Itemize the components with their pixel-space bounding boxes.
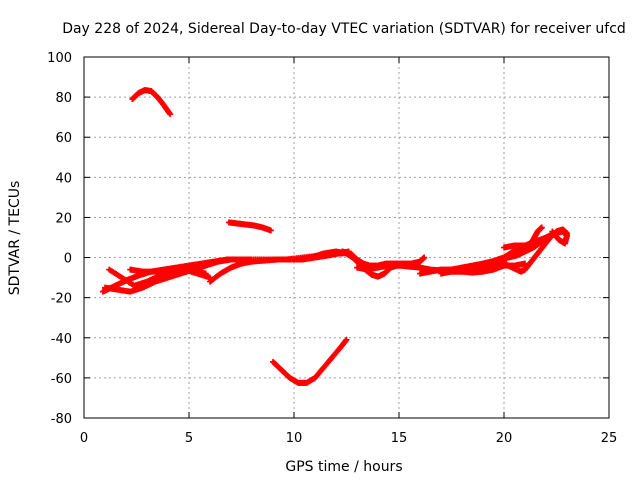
y-tick-label: 60 [55,131,72,146]
x-axis-label: GPS time / hours [285,459,402,475]
y-tick-label: 100 [47,51,72,66]
series-band-m [438,260,528,277]
data-point [421,254,428,261]
data-point [343,336,350,343]
series-band-d [127,264,209,277]
data-series [99,87,570,386]
series-arc-mid [225,219,274,234]
data-point [538,224,545,231]
x-tick-label: 25 [601,431,618,446]
y-tick-label: 80 [55,91,72,106]
y-tick-label: -20 [51,292,72,307]
y-tick-label: 20 [55,211,72,226]
data-point [228,256,234,263]
axis-ticks: 0 5 10 15 20 25 -80 -60 -40 -20 0 20 40 60 80 100 [47,51,617,446]
grid-lines [84,57,609,418]
y-tick-label: 40 [55,171,72,186]
chart-title: Day 228 of 2024, Sidereal Day-to-day VTE… [62,21,626,37]
x-tick-label: 15 [391,431,408,446]
data-point [522,260,528,267]
y-tick-label: -80 [51,412,72,427]
series-arc-upper [129,87,174,118]
data-point [267,227,274,234]
series-arc-bottom [270,336,350,386]
x-tick-label: 5 [185,431,193,446]
x-tick-label: 0 [80,431,88,446]
plot-area-frame [83,56,610,419]
data-point [202,270,209,277]
y-axis-label: SDTVAR / TECUs [7,181,23,296]
data-point [167,111,174,118]
x-tick-label: 10 [286,431,303,446]
y-tick-label: -40 [51,332,72,347]
y-tick-label: 0 [64,252,72,267]
x-tick-label: 20 [496,431,513,446]
series-band-l [501,228,570,251]
data-point [549,228,556,235]
y-tick-label: -60 [51,372,72,387]
series-band-c [102,256,234,295]
